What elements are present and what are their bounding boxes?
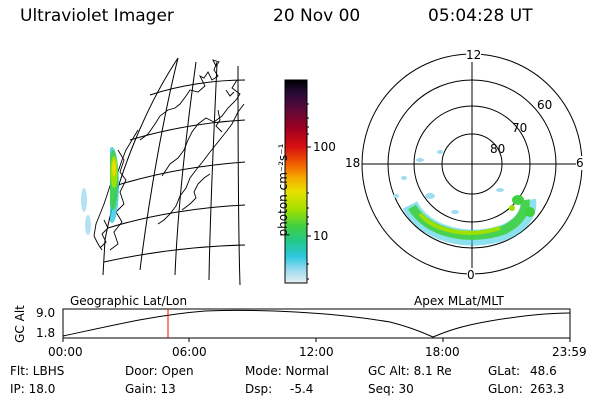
mlt-label-18: 18 — [345, 156, 361, 170]
geographic-map — [81, 57, 246, 286]
colorbar-tick-10: 10 — [313, 229, 329, 243]
aurora-oval — [393, 150, 537, 246]
lat-label-60: 60 — [537, 98, 553, 112]
info-dsp-label: Dsp: — [245, 382, 273, 396]
time-label: 05:04:28 UT — [428, 6, 533, 26]
info-ip: IP: 18.0 — [10, 382, 56, 396]
coastlines — [93, 59, 245, 251]
x-tick-1800: 18:00 — [425, 345, 460, 359]
info-glon-label: GLon: — [488, 382, 523, 396]
mlt-label-12: 12 — [466, 48, 482, 62]
aurora-left-outer — [81, 188, 91, 235]
parallel-lines — [103, 79, 246, 263]
lat-label-80: 80 — [490, 142, 506, 156]
x-tick-0600: 06:00 — [172, 345, 207, 359]
info-flt: Flt: LBHS — [10, 364, 65, 378]
gc-alt-x-ticks — [62, 338, 571, 342]
geographic-panel-label: Geographic Lat/Lon — [70, 294, 188, 308]
colorbar-ticks — [307, 103, 311, 280]
colorbar-tick-100: 100 — [313, 140, 336, 154]
colorbar — [284, 79, 308, 284]
info-glon-value: 263.3 — [530, 382, 565, 396]
info-glat-label: GLat: — [488, 364, 521, 378]
meridian-lines — [139, 57, 241, 286]
info-gcalt: GC Alt: 8.1 Re — [368, 364, 452, 378]
aurora-left — [110, 147, 119, 223]
apex-panel-label: Apex MLat/MLT — [414, 294, 504, 308]
mlt-label-6: 6 — [576, 156, 584, 170]
info-mode: Mode: Normal — [245, 364, 329, 378]
info-gain: Gain: 13 — [125, 382, 176, 396]
gc-alt-ylabel: GC Alt — [13, 305, 27, 343]
info-dsp-value: -5.4 — [290, 382, 314, 396]
lat-label-70: 70 — [512, 121, 528, 135]
earth-limb — [102, 57, 179, 276]
mlt-label-0: 0 — [467, 268, 475, 282]
instrument-title: Ultraviolet Imager — [20, 6, 174, 26]
colorbar-unit-label: photon cm⁻²s⁻¹ — [276, 143, 290, 237]
gc-alt-ymax: 9.0 — [36, 306, 56, 320]
gc-alt-plot — [62, 308, 571, 342]
x-tick-2359: 23:59 — [552, 345, 587, 359]
info-seq: Seq: 30 — [368, 382, 414, 396]
date-label: 20 Nov 00 — [273, 6, 361, 26]
x-tick-1200: 12:00 — [299, 345, 334, 359]
info-glat-value: 48.6 — [530, 364, 557, 378]
x-tick-0000: 00:00 — [48, 345, 83, 359]
gc-alt-ymin: 1.8 — [36, 326, 56, 340]
info-door: Door: Open — [125, 364, 194, 378]
gc-alt-curve — [62, 309, 571, 338]
